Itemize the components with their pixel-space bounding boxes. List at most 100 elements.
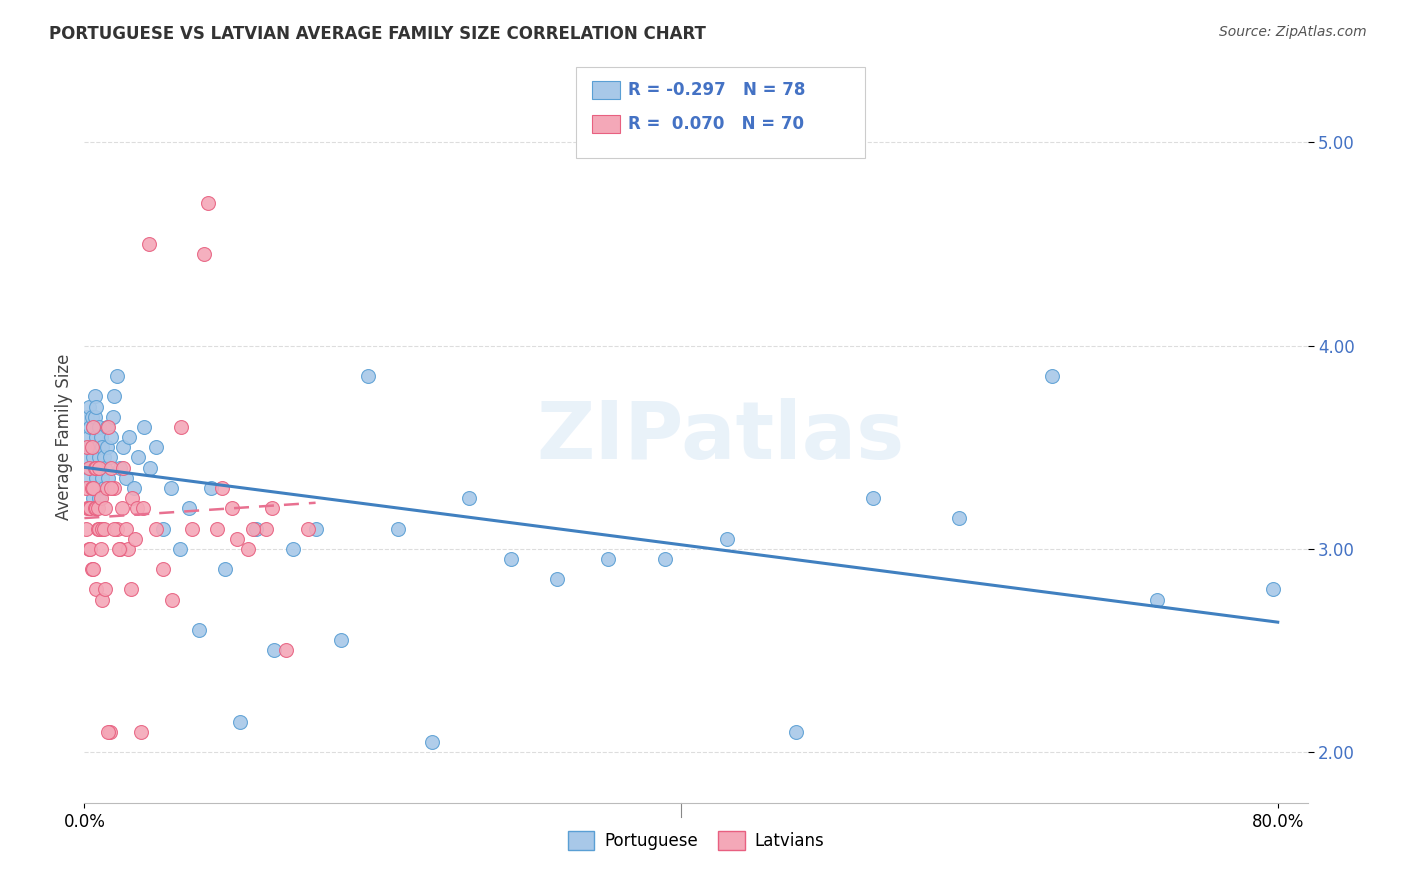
- Point: [103, 389, 125, 403]
- Point: [89, 420, 111, 434]
- Point: [82, 481, 104, 495]
- Point: [94, 460, 117, 475]
- Point: [77, 501, 100, 516]
- Point: [77, 541, 100, 556]
- Point: [145, 440, 167, 454]
- Point: [84, 430, 107, 444]
- Point: [100, 460, 122, 475]
- Point: [862, 491, 884, 505]
- Point: [197, 196, 219, 211]
- Point: [103, 481, 125, 495]
- Point: [145, 521, 167, 535]
- Point: [91, 592, 114, 607]
- Point: [169, 541, 191, 556]
- Point: [77, 400, 100, 414]
- Point: [90, 460, 112, 475]
- Point: [76, 501, 98, 516]
- Point: [111, 501, 134, 516]
- Point: [112, 440, 135, 454]
- Point: [329, 633, 352, 648]
- Point: [75, 521, 97, 535]
- Point: [283, 541, 305, 556]
- Point: [221, 501, 243, 516]
- Point: [205, 521, 228, 535]
- Point: [83, 409, 105, 424]
- Point: [138, 237, 160, 252]
- Point: [82, 491, 104, 505]
- Point: [108, 541, 131, 556]
- Point: [80, 440, 103, 454]
- Point: [105, 521, 128, 535]
- Point: [82, 450, 104, 465]
- Point: [115, 471, 138, 485]
- Point: [108, 460, 131, 475]
- Point: [458, 491, 481, 505]
- Point: [716, 532, 738, 546]
- Point: [75, 481, 97, 495]
- Point: [77, 430, 100, 444]
- Point: [83, 501, 105, 516]
- Point: [129, 724, 152, 739]
- Point: [214, 562, 236, 576]
- Point: [420, 735, 443, 749]
- Text: Source: ZipAtlas.com: Source: ZipAtlas.com: [1219, 25, 1367, 39]
- Point: [89, 521, 111, 535]
- Point: [76, 440, 98, 454]
- Point: [91, 440, 114, 454]
- Point: [152, 562, 174, 576]
- Point: [83, 389, 105, 403]
- Point: [112, 460, 135, 475]
- Point: [96, 481, 118, 495]
- Point: [80, 409, 103, 424]
- Point: [94, 501, 117, 516]
- Point: [89, 450, 111, 465]
- Point: [82, 562, 104, 576]
- Point: [193, 247, 215, 261]
- Point: [162, 592, 184, 607]
- Point: [124, 532, 146, 546]
- Point: [84, 501, 107, 516]
- Point: [160, 481, 183, 495]
- Point: [84, 471, 107, 485]
- Point: [121, 491, 143, 505]
- Point: [122, 481, 145, 495]
- Point: [1263, 582, 1285, 597]
- Point: [79, 460, 101, 475]
- Point: [115, 521, 138, 535]
- Point: [245, 521, 267, 535]
- Point: [96, 440, 118, 454]
- Point: [357, 369, 380, 384]
- Point: [80, 481, 103, 495]
- Point: [83, 460, 105, 475]
- Point: [499, 552, 522, 566]
- Point: [100, 430, 122, 444]
- Point: [152, 521, 174, 535]
- Point: [77, 471, 100, 485]
- Point: [82, 420, 104, 434]
- Point: [118, 430, 141, 444]
- Point: [97, 724, 120, 739]
- Point: [84, 400, 107, 414]
- Point: [596, 552, 619, 566]
- Y-axis label: Average Family Size: Average Family Size: [55, 354, 73, 520]
- Point: [263, 643, 285, 657]
- Point: [304, 521, 326, 535]
- Point: [83, 481, 105, 495]
- Point: [83, 440, 105, 454]
- Point: [98, 724, 121, 739]
- Point: [101, 409, 124, 424]
- Point: [87, 501, 110, 516]
- Point: [90, 541, 112, 556]
- Point: [76, 450, 98, 465]
- Point: [90, 430, 112, 444]
- Point: [120, 582, 142, 597]
- Point: [180, 521, 202, 535]
- Point: [75, 440, 97, 454]
- Point: [948, 511, 970, 525]
- Legend: Portuguese, Latvians: Portuguese, Latvians: [561, 824, 831, 856]
- Point: [785, 724, 807, 739]
- Point: [96, 420, 118, 434]
- Point: [387, 521, 409, 535]
- Point: [200, 481, 222, 495]
- Point: [80, 481, 103, 495]
